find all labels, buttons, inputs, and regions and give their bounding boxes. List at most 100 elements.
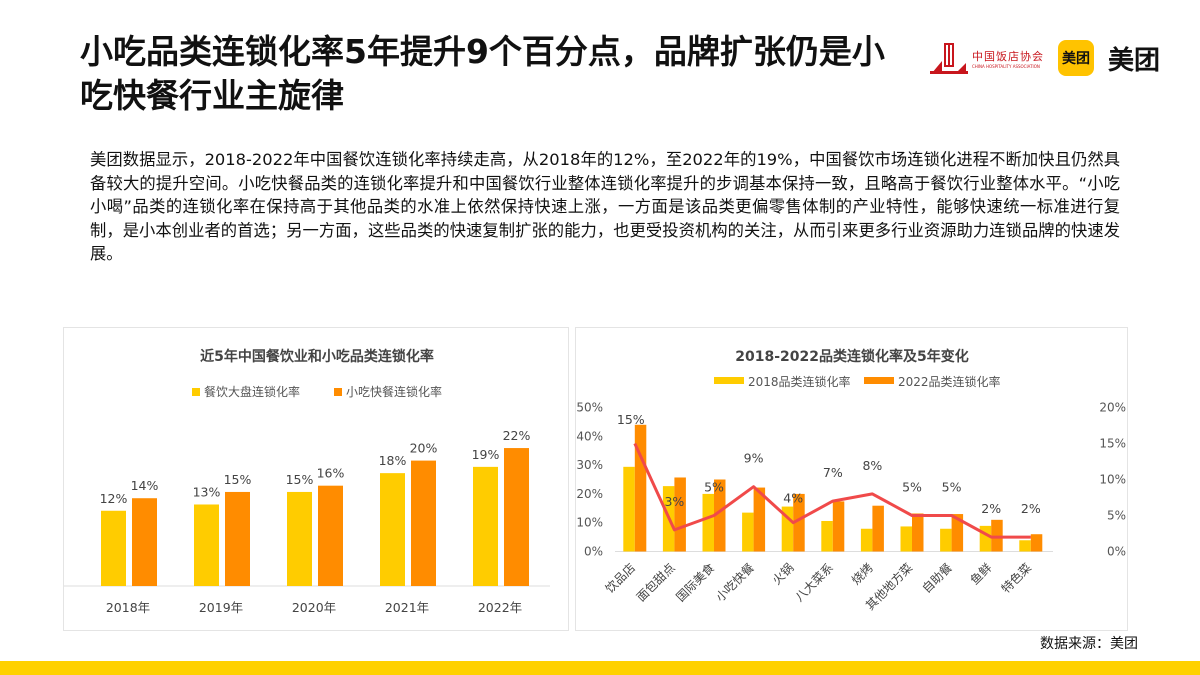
legend-label: 2022品类连锁化率 — [898, 374, 1001, 389]
legend-swatch — [192, 388, 200, 396]
x-tick-label: 火锅 — [769, 560, 797, 588]
x-tick-label: 鱼鲜 — [968, 561, 995, 588]
data-label: 22% — [503, 428, 531, 443]
x-tick-label: 国际美食 — [673, 560, 718, 605]
data-source: 数据来源：美团 — [1040, 636, 1138, 652]
bar-2022 — [714, 479, 726, 552]
bar-snack — [504, 448, 529, 586]
bar-snack — [318, 485, 343, 586]
right-y-tick: 0% — [1107, 545, 1126, 559]
data-label: 15% — [224, 472, 252, 487]
line-data-label: 3% — [664, 494, 684, 509]
x-tick-label: 2021年 — [385, 600, 429, 615]
bar-2018 — [821, 520, 833, 552]
bar-2018 — [702, 493, 714, 552]
left-y-tick: 50% — [576, 401, 603, 415]
bar-2022 — [793, 493, 805, 552]
x-tick-label: 2020年 — [292, 600, 336, 615]
data-label: 13% — [193, 484, 221, 499]
meituan-wordmark: 美团 — [1108, 45, 1161, 76]
line-data-label: 8% — [862, 458, 882, 473]
right-y-tick: 5% — [1107, 509, 1126, 523]
bar-snack — [411, 460, 436, 586]
x-tick-label: 烧烤 — [848, 560, 876, 588]
x-tick-label: 自助餐 — [919, 560, 955, 596]
bar-2018 — [623, 466, 635, 552]
line-data-label: 5% — [704, 480, 724, 495]
bar-overall — [473, 466, 498, 586]
x-tick-label: 2019年 — [199, 600, 243, 615]
bar-2018 — [1019, 540, 1031, 552]
left-y-tick: 30% — [576, 458, 603, 472]
right-y-tick: 15% — [1099, 437, 1126, 451]
bar-2018 — [742, 512, 754, 552]
legend-swatch — [714, 377, 744, 384]
data-label: 16% — [317, 466, 345, 481]
bar-2022 — [634, 424, 647, 552]
building-icon — [930, 43, 968, 74]
x-tick-label: 面包甜点 — [634, 561, 678, 605]
data-label: 14% — [131, 478, 159, 493]
bar-2018 — [940, 528, 952, 552]
bar-2018 — [979, 525, 992, 552]
bar-snack — [132, 498, 157, 586]
left-chart-panel: 近5年中国餐饮业和小吃品类连锁化率餐饮大盘连锁化率 小吃快餐连锁化率 12% 14% 2… — [63, 327, 569, 631]
x-tick-label: 2022年 — [478, 600, 522, 615]
bar-2018 — [900, 526, 912, 552]
data-label: 19% — [472, 447, 500, 462]
bar-2022 — [832, 501, 845, 552]
bar-overall — [380, 473, 405, 586]
hotel-logo-cn: 中国饭店协会 — [972, 49, 1044, 63]
data-label: 20% — [410, 441, 438, 456]
bar-snack — [225, 491, 250, 586]
line-data-label: 2% — [1021, 501, 1041, 516]
meituan-badge-logo: 美团 — [1058, 40, 1094, 76]
x-tick-label: 特色菜 — [998, 560, 1034, 596]
bar-2022 — [951, 514, 964, 552]
line-data-label: 5% — [942, 480, 962, 495]
bar-2022 — [1030, 534, 1043, 552]
left-y-tick: 20% — [576, 487, 603, 501]
right-y-tick: 10% — [1099, 473, 1126, 487]
legend-label: 2018品类连锁化率 — [748, 374, 851, 389]
right-chart-panel: 2018-2022品类连锁化率及5年变化 2018品类连锁化率 2022品类连锁化率… — [575, 327, 1128, 631]
legend-swatch — [334, 388, 342, 396]
x-tick-label: 2018年 — [106, 600, 150, 615]
bar-2022 — [753, 487, 766, 552]
line-data-label: 9% — [744, 451, 764, 466]
x-tick-label: 小吃快餐 — [712, 560, 757, 605]
change-line — [633, 442, 1031, 539]
page-title: 小吃品类连锁化率5年提升9个百分点，品牌扩张仍是小吃快餐行业主旋律 — [80, 32, 885, 115]
line-data-label: 7% — [823, 465, 843, 480]
line-data-label: 5% — [902, 480, 922, 495]
right-chart: 2018-2022品类连锁化率及5年变化 2018品类连锁化率 2022品类连锁化率… — [576, 348, 1126, 613]
bar-2022 — [872, 505, 884, 552]
bar-overall — [194, 504, 219, 586]
line-data-label: 2% — [981, 501, 1001, 516]
data-label: 12% — [100, 491, 128, 506]
line-data-label: 15% — [617, 412, 645, 427]
x-tick-label: 八大菜系 — [792, 561, 836, 605]
x-tick-label: 饮品店 — [603, 561, 638, 596]
right-y-tick: 20% — [1099, 401, 1126, 415]
china-hospitality-association-logo: 中国饭店协会 CHINA HOSPITALITY ASSOCIATION — [930, 41, 1044, 75]
legend-swatch — [864, 377, 894, 384]
bar-2022 — [674, 477, 686, 552]
bar-2018 — [781, 506, 794, 552]
legend-label: 小吃快餐连锁化率 — [346, 384, 442, 399]
left-y-tick: 40% — [576, 429, 603, 443]
bar-2018 — [860, 528, 873, 552]
line-data-label: 4% — [783, 491, 803, 506]
legend-label: 餐饮大盘连锁化率 — [204, 384, 300, 399]
data-label: 18% — [379, 453, 407, 468]
left-y-tick: 0% — [584, 545, 603, 559]
bar-overall — [287, 491, 312, 586]
bottom-accent-bar — [0, 661, 1200, 675]
left-y-tick: 10% — [576, 516, 603, 530]
bar-overall — [101, 510, 126, 586]
chart-title: 近5年中国餐饮业和小吃品类连锁化率 — [200, 348, 434, 365]
data-label: 15% — [286, 472, 314, 487]
logos: 中国饭店协会 CHINA HOSPITALITY ASSOCIATION 美团 美… — [930, 38, 1160, 78]
bar-2022 — [912, 513, 924, 552]
